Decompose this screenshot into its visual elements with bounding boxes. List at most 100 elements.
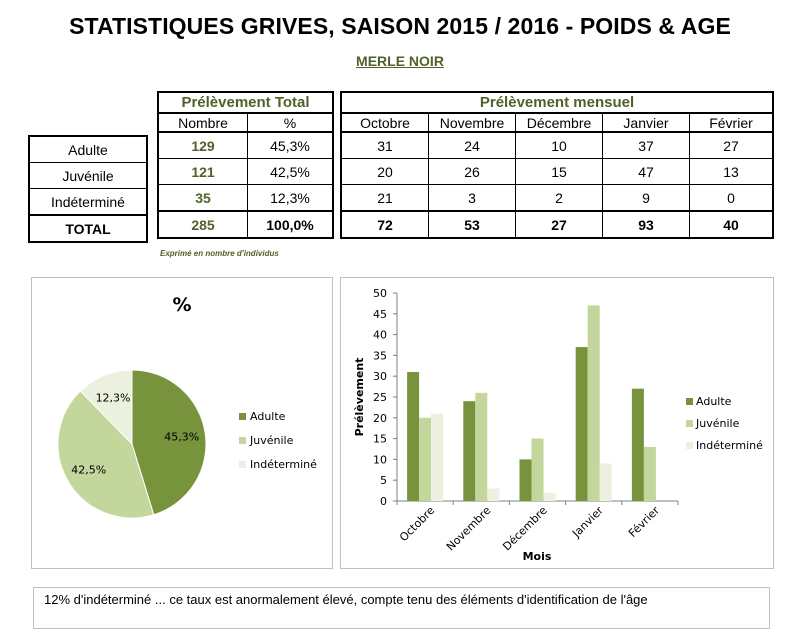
- col-nombre-header: Nombre: [157, 112, 248, 133]
- bar-legend-swatch: [686, 398, 693, 405]
- pie-slice-1: [131, 369, 207, 516]
- total-nombre-indetermine: 35: [157, 184, 248, 212]
- monthly-cell: 9: [602, 184, 690, 212]
- bar-legend-swatch: [686, 442, 693, 449]
- bar-0-1: [463, 401, 476, 501]
- row-labels-table: Adulte Juvénile Indéterminé TOTAL: [28, 135, 148, 243]
- month-header-fevrier: Février: [689, 112, 774, 133]
- bar-legend-swatch: [686, 420, 693, 427]
- pie-chart-panel: % 45,3% 42,5% 12,3% Adulte Juvénile Indétermin…: [31, 277, 333, 569]
- row-label-juvenile: Juvénile: [28, 162, 148, 189]
- month-header-decembre: Décembre: [515, 112, 603, 133]
- total-table: Prélèvement Total Nombre % 129 45,3% 121…: [157, 91, 334, 239]
- monthly-cell: 2: [515, 184, 603, 212]
- pie-data-label: 12,3%: [96, 391, 131, 404]
- monthly-cell: 0: [689, 184, 774, 212]
- y-tick-label: 30: [373, 370, 387, 383]
- y-tick-label: 5: [380, 474, 387, 487]
- monthly-total-cell: 93: [602, 210, 690, 239]
- monthly-cell: 26: [428, 158, 516, 185]
- bar-2-3: [599, 463, 612, 501]
- x-tick-label: Octobre: [397, 504, 437, 544]
- pie-chart: % 45,3% 42,5% 12,3% Adulte Juvénile Indétermin…: [57, 294, 317, 519]
- monthly-cell: 10: [515, 131, 603, 159]
- monthly-cell: 3: [428, 184, 516, 212]
- row-label-adulte: Adulte: [28, 135, 148, 163]
- pie-data-label: 45,3%: [164, 431, 199, 444]
- bar-1-1: [475, 392, 488, 501]
- row-label-indetermine: Indéterminé: [28, 188, 148, 216]
- bar-2-2: [543, 492, 556, 501]
- monthly-cell: 24: [428, 131, 516, 159]
- total-pct-total: 100,0%: [247, 210, 334, 239]
- pie-slice-3: [79, 369, 133, 446]
- y-tick-label: 40: [373, 329, 387, 342]
- y-tick-label: 15: [373, 433, 387, 446]
- pie-data-label: 42,5%: [71, 464, 106, 477]
- bar-chart-panel: 0 5 10 15 20 25 30 35 40 45 50 Octobre Novembre Décem…: [340, 277, 774, 569]
- bar-2-0: [431, 413, 444, 501]
- pie-slice-2: [57, 390, 155, 519]
- y-tick-label: 0: [380, 495, 387, 508]
- y-tick-label: 45: [373, 308, 387, 321]
- total-nombre-juvenile: 121: [157, 158, 248, 185]
- y-tick-label: 20: [373, 412, 387, 425]
- total-group-header: Prélèvement Total: [157, 91, 334, 114]
- bar-0-4: [631, 388, 644, 501]
- monthly-total-cell: 40: [689, 210, 774, 239]
- monthly-cell: 31: [340, 131, 429, 159]
- pie-legend-swatch: [239, 437, 246, 444]
- y-axis-title: Prélèvement: [353, 358, 366, 437]
- monthly-table: Prélèvement mensuel Octobre Novembre Déc…: [340, 91, 774, 239]
- comment-box: 12% d'indéterminé ... ce taux est anorma…: [33, 587, 770, 629]
- pie-title: %: [172, 294, 191, 316]
- monthly-cell: 37: [602, 131, 690, 159]
- y-tick-label: 50: [373, 287, 387, 300]
- monthly-cell: 13: [689, 158, 774, 185]
- month-header-janvier: Janvier: [602, 112, 690, 133]
- total-nombre-adulte: 129: [157, 131, 248, 159]
- x-tick-label: Février: [626, 504, 662, 540]
- monthly-group-header: Prélèvement mensuel: [340, 91, 774, 114]
- monthly-total-cell: 53: [428, 210, 516, 239]
- total-pct-indetermine: 12,3%: [247, 184, 334, 212]
- bar-legend-label: Adulte: [696, 395, 732, 408]
- x-tick-label: Janvier: [569, 504, 606, 541]
- page-title: STATISTIQUES GRIVES, SAISON 2015 / 2016 …: [69, 13, 731, 39]
- pie-legend-label: Indéterminé: [250, 458, 317, 471]
- x-tick-label: Novembre: [444, 504, 494, 554]
- monthly-cell: 47: [602, 158, 690, 185]
- month-header-novembre: Novembre: [428, 112, 516, 133]
- total-pct-juvenile: 42,5%: [247, 158, 334, 185]
- pie-legend-label: Juvénile: [249, 434, 294, 447]
- species-title: MERLE NOIR: [356, 53, 444, 69]
- bar-2-1: [487, 488, 500, 501]
- bar-1-4: [643, 446, 656, 501]
- monthly-total-cell: 27: [515, 210, 603, 239]
- month-header-octobre: Octobre: [340, 112, 429, 133]
- bar-legend-label: Juvénile: [695, 417, 740, 430]
- bar-0-3: [575, 347, 588, 501]
- pie-legend-swatch: [239, 461, 246, 468]
- col-pct-header: %: [247, 112, 334, 133]
- bar-0-2: [519, 459, 532, 501]
- bar-legend-label: Indéterminé: [696, 439, 763, 452]
- y-tick-label: 25: [373, 391, 387, 404]
- monthly-cell: 20: [340, 158, 429, 185]
- monthly-total-cell: 72: [340, 210, 429, 239]
- total-nombre-total: 285: [157, 210, 248, 239]
- monthly-cell: 27: [689, 131, 774, 159]
- monthly-cell: 15: [515, 158, 603, 185]
- bar-0-0: [407, 372, 420, 501]
- bar-1-2: [531, 438, 544, 501]
- pie-legend-swatch: [239, 413, 246, 420]
- y-tick-label: 10: [373, 453, 387, 466]
- x-tick-label: Décembre: [500, 504, 550, 554]
- x-axis-title: Mois: [523, 550, 552, 563]
- pie-legend-label: Adulte: [250, 410, 286, 423]
- total-pct-adulte: 45,3%: [247, 131, 334, 159]
- table-footnote: Exprimé en nombre d'individus: [160, 249, 279, 258]
- bar-chart: 0 5 10 15 20 25 30 35 40 45 50 Octobre Novembre Décem…: [353, 287, 763, 563]
- row-label-total: TOTAL: [28, 214, 148, 243]
- monthly-cell: 21: [340, 184, 429, 212]
